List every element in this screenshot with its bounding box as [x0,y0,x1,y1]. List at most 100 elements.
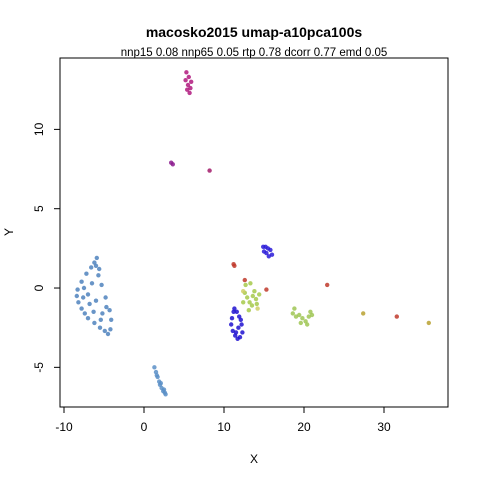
data-point [232,263,237,268]
data-point [246,308,251,313]
data-point [154,373,159,378]
data-point [233,330,239,335]
data-point [426,320,431,326]
data-point [85,316,91,321]
data-point [185,87,190,92]
data-point [163,392,168,397]
data-point [89,265,94,270]
data-point [186,74,191,80]
data-point [105,331,111,337]
data-point [250,293,255,299]
y-axis-label: Y [2,228,16,236]
data-point [107,308,112,313]
data-point [98,317,104,322]
cluster-12 [241,289,260,311]
data-point [84,271,89,276]
data-point [184,70,189,75]
y-tick-label: 5 [32,205,46,212]
data-point [242,277,247,283]
data-point [94,255,100,261]
data-point [74,293,80,299]
data-point [229,322,234,327]
y-axis: -5 0 5 10 [32,122,60,373]
data-point [240,330,245,335]
data-point [207,168,212,173]
x-tick-label: 0 [141,420,148,434]
data-point [76,300,81,305]
data-point [91,309,96,314]
cluster-4 [261,244,275,259]
data-point [103,295,108,300]
data-point [99,282,104,288]
data-point [249,303,255,308]
data-point [93,298,99,303]
cluster-11 [361,311,431,326]
data-point [100,311,105,316]
data-point [257,292,262,297]
chart-subtitle: nnp15 0.08 nnp65 0.05 rtp 0.78 dcorr 0.7… [121,47,388,59]
data-point [290,311,295,316]
data-point [152,365,157,370]
data-point [247,300,252,305]
data-point [93,263,99,268]
data-point [87,301,92,307]
data-point [109,317,114,322]
cluster-5 [241,281,262,313]
data-point [79,279,84,284]
y-tick-label: -5 [32,362,46,373]
data-point [104,304,109,310]
data-point [158,381,163,386]
data-point [108,327,113,332]
data-point [185,82,191,88]
x-tick-label: 20 [297,420,311,434]
data-point [187,90,192,96]
data-point [305,322,310,327]
data-point [253,296,259,302]
data-point [394,314,399,319]
data-point [234,309,239,314]
x-axis-label: X [250,452,258,466]
data-point [239,322,244,327]
data-point [241,289,246,294]
data-point [325,282,330,288]
data-point [232,306,237,311]
cluster-8 [169,160,175,167]
data-point [297,312,302,318]
data-point [261,249,267,254]
data-point [361,311,366,316]
data-point [308,309,313,314]
data-point [254,301,259,307]
data-point [85,292,91,297]
cluster-3 [229,306,245,341]
data-point [236,325,241,330]
data-point [266,254,271,259]
data-point [298,320,303,326]
chart-title: macosko2015 umap-a10pca100s [146,24,363,40]
data-point [252,289,257,294]
data-point [81,285,87,291]
cluster-7 [183,70,194,96]
data-point [92,320,97,326]
data-point [241,300,246,305]
data-point [82,311,88,316]
cluster-10 [231,262,399,319]
data-point [255,306,260,311]
x-tick-label: -10 [55,420,73,434]
data-point [300,316,305,321]
y-tick-label: 10 [32,122,46,136]
data-point [96,273,101,278]
data-point [264,287,269,292]
data-point [170,162,175,167]
data-point [237,335,243,340]
cluster-6 [290,306,315,327]
data-point [89,281,95,286]
cluster-1 [74,255,114,337]
data-point [238,317,243,322]
data-point [243,282,248,288]
plot-frame [59,57,449,408]
cluster-9 [207,168,212,173]
data-point [75,287,80,292]
data-point [81,295,86,300]
